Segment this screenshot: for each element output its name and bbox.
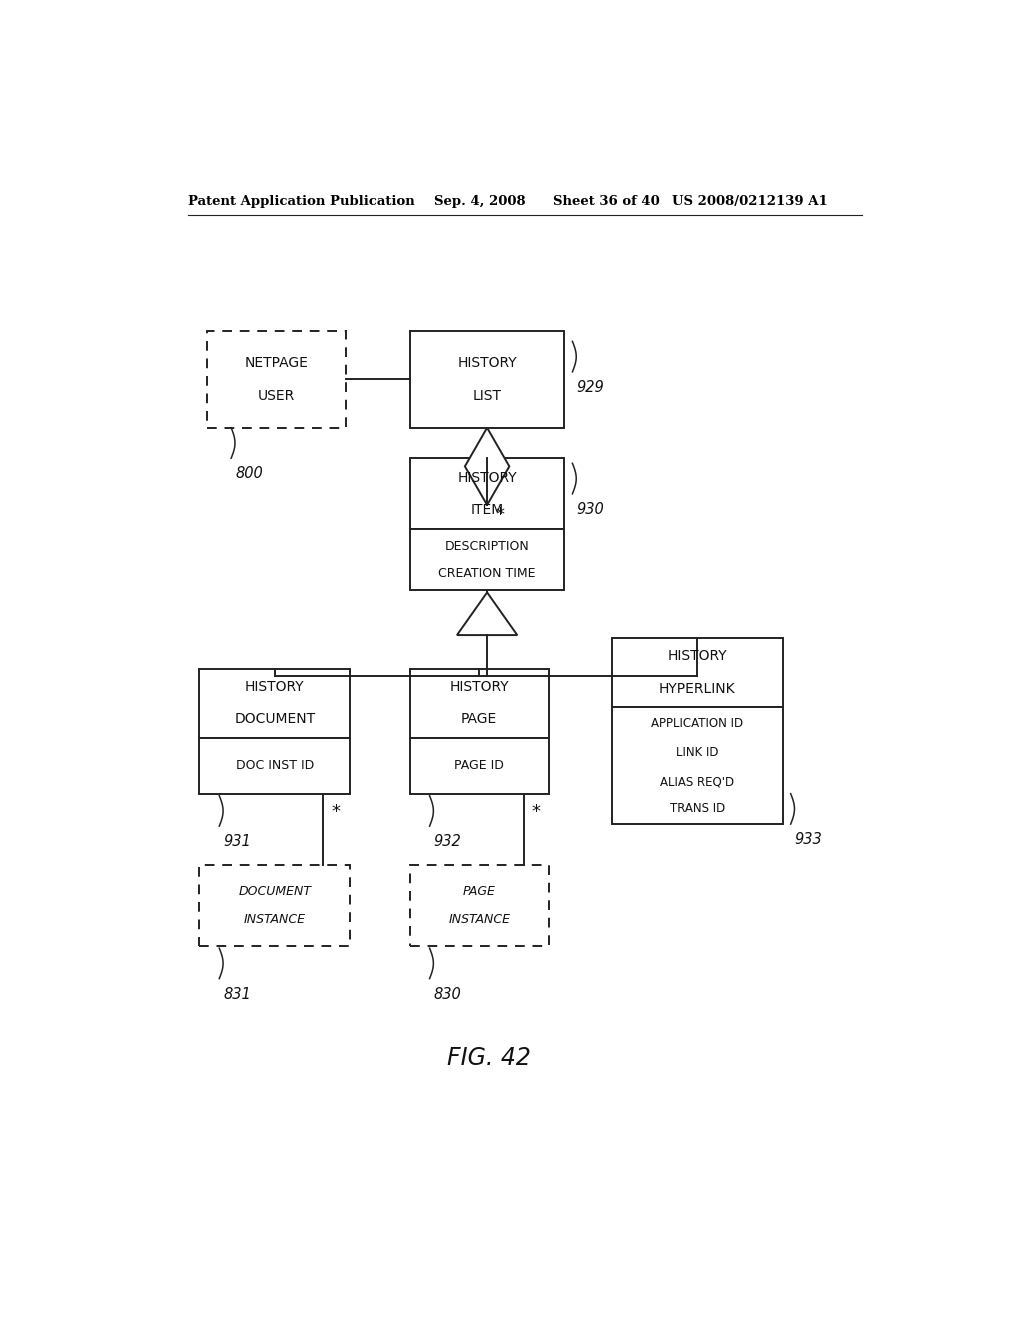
Text: NETPAGE: NETPAGE bbox=[245, 356, 309, 370]
Text: 929: 929 bbox=[577, 380, 604, 395]
Text: LINK ID: LINK ID bbox=[676, 747, 719, 759]
Text: HISTORY: HISTORY bbox=[245, 680, 304, 694]
Polygon shape bbox=[465, 428, 509, 506]
Text: 930: 930 bbox=[577, 502, 604, 517]
Bar bbox=[612, 638, 782, 708]
Bar bbox=[410, 738, 549, 793]
Bar bbox=[200, 865, 350, 946]
Polygon shape bbox=[457, 593, 517, 635]
Text: HYPERLINK: HYPERLINK bbox=[659, 682, 735, 696]
Text: HISTORY: HISTORY bbox=[668, 649, 727, 664]
Text: ITEM: ITEM bbox=[470, 503, 504, 517]
Text: Sep. 4, 2008: Sep. 4, 2008 bbox=[433, 194, 525, 207]
Text: US 2008/0212139 A1: US 2008/0212139 A1 bbox=[672, 194, 827, 207]
Bar bbox=[612, 708, 782, 824]
Text: HISTORY: HISTORY bbox=[458, 470, 517, 484]
Text: ALIAS REQ'D: ALIAS REQ'D bbox=[660, 776, 734, 789]
Text: HISTORY: HISTORY bbox=[458, 356, 517, 370]
Text: DOC INST ID: DOC INST ID bbox=[236, 759, 314, 772]
Text: Sheet 36 of 40: Sheet 36 of 40 bbox=[553, 194, 659, 207]
Text: 831: 831 bbox=[223, 987, 251, 1002]
Text: FIG. 42: FIG. 42 bbox=[447, 1045, 531, 1071]
Text: APPLICATION ID: APPLICATION ID bbox=[651, 717, 743, 730]
Text: Patent Application Publication: Patent Application Publication bbox=[187, 194, 415, 207]
Text: *: * bbox=[496, 506, 504, 524]
Text: *: * bbox=[332, 803, 340, 821]
Bar bbox=[410, 331, 564, 428]
Text: TRANS ID: TRANS ID bbox=[670, 803, 725, 816]
Text: HISTORY: HISTORY bbox=[450, 680, 509, 694]
Text: 931: 931 bbox=[223, 834, 251, 849]
Text: 800: 800 bbox=[236, 466, 263, 482]
Text: INSTANCE: INSTANCE bbox=[244, 913, 306, 927]
Bar bbox=[410, 669, 549, 738]
Text: PAGE: PAGE bbox=[461, 713, 498, 726]
Bar bbox=[410, 458, 564, 529]
Text: CREATION TIME: CREATION TIME bbox=[438, 566, 536, 579]
Bar bbox=[410, 529, 564, 590]
Bar bbox=[207, 331, 346, 428]
Text: INSTANCE: INSTANCE bbox=[449, 913, 510, 927]
Text: USER: USER bbox=[258, 388, 296, 403]
Text: *: * bbox=[531, 803, 541, 821]
Bar bbox=[200, 669, 350, 738]
Text: PAGE ID: PAGE ID bbox=[455, 759, 504, 772]
Text: DOCUMENT: DOCUMENT bbox=[239, 884, 311, 898]
Text: PAGE: PAGE bbox=[463, 884, 496, 898]
Text: LIST: LIST bbox=[473, 388, 502, 403]
Text: 932: 932 bbox=[433, 834, 461, 849]
Text: DOCUMENT: DOCUMENT bbox=[234, 713, 315, 726]
Text: DESCRIPTION: DESCRIPTION bbox=[444, 540, 529, 553]
Bar bbox=[200, 738, 350, 793]
Bar bbox=[410, 865, 549, 946]
Text: 933: 933 bbox=[795, 833, 822, 847]
Text: 830: 830 bbox=[433, 987, 461, 1002]
